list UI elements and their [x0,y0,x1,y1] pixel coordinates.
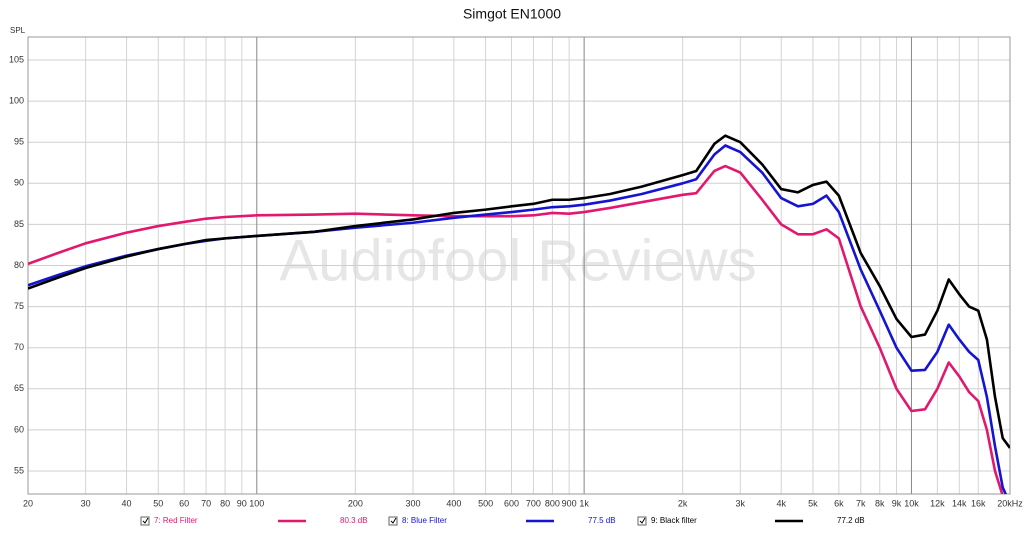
x-tick-label: 900 [562,498,577,508]
line-series [28,164,1004,494]
y-tick-label: 85 [14,219,24,229]
x-tick-label: 14k [952,498,967,508]
legend-level: 77.2 dB [837,516,865,525]
x-tick-label: 700 [526,498,541,508]
x-tick-label: 70 [201,498,211,508]
x-tick-label: 400 [446,498,461,508]
legend-checkbox [388,516,398,526]
x-tick-label: 20kHz [997,498,1023,508]
legend-checkbox [140,516,150,526]
x-tick-label: 300 [405,498,420,508]
x-tick-label: 90 [237,498,247,508]
x-tick-label: 3k [736,498,746,508]
y-tick-label: 75 [14,301,24,311]
x-tick-label: 800 [545,498,560,508]
x-tick-label: 500 [478,498,493,508]
legend-label: 9: Black filter [651,516,697,525]
x-tick-label: 40 [122,498,132,508]
x-tick-label: 9k [892,498,902,508]
y-tick-label: 105 [9,54,24,64]
x-tick-label: 2k [678,498,688,508]
watermark: Audiofool Reviews [279,228,756,293]
x-tick-label: 7k [856,498,866,508]
x-tick-label: 600 [504,498,519,508]
line-series [28,134,1010,449]
y-tick-label: 55 [14,465,24,475]
y-tick-label: 65 [14,383,24,393]
x-tick-label: 16k [971,498,986,508]
x-tick-label: 12k [930,498,945,508]
legend-label: 7: Red Filter [154,516,198,525]
y-tick-label: 80 [14,260,24,270]
y-tick-label: 70 [14,342,24,352]
legend-checkbox [637,516,647,526]
x-tick-label: 5k [808,498,818,508]
y-tick-label: 95 [14,137,24,147]
y-tick-label: 90 [14,178,24,188]
legend-check [142,517,149,524]
x-tick-label: 8k [875,498,885,508]
legend-level: 80.3 dB [340,516,368,525]
y-tick-label: 60 [14,424,24,434]
y-tick-label: 100 [9,95,24,105]
x-tick-label: 100 [249,498,264,508]
x-tick-label: 1k [579,498,589,508]
y-axis-label: SPL [10,26,26,35]
plot-area [28,134,1010,494]
x-tick-label: 200 [348,498,363,508]
legend-check [639,517,646,524]
legend-label: 8: Blue Filter [402,516,447,525]
x-tick-label: 6k [834,498,844,508]
x-tick-label: 30 [81,498,91,508]
plot-frame [27,36,1011,495]
x-tick-label: 60 [179,498,189,508]
x-tick-label: 4k [776,498,786,508]
x-tick-label: 80 [220,498,230,508]
x-tick-label: 20 [23,498,33,508]
x-tick-label: 50 [153,498,163,508]
chart-title: Simgot EN1000 [463,6,561,22]
legend-level: 77.5 dB [588,516,616,525]
legend-check [390,517,397,524]
x-tick-label: 10k [904,498,919,508]
